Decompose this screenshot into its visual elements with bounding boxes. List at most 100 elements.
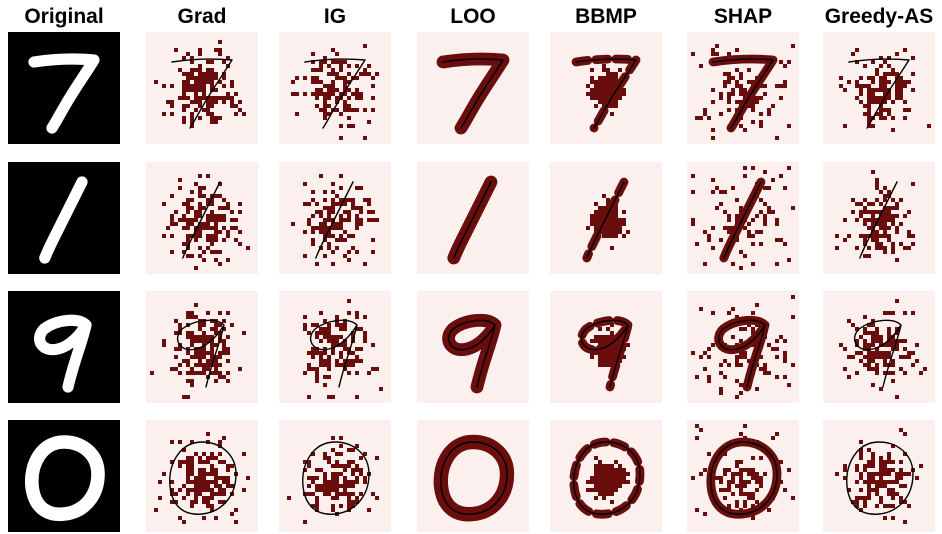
- attribution-pixel: [194, 371, 198, 375]
- attribution-pixel: [791, 44, 795, 48]
- attribution-pixel: [883, 359, 887, 363]
- attribution-pixel: [230, 484, 234, 488]
- attribution-pixel: [743, 355, 747, 359]
- grad-heatmap-9: [146, 291, 258, 403]
- attribution-pixel: [355, 311, 359, 315]
- attribution-pixel: [226, 234, 230, 238]
- attribution-pixel: [162, 343, 166, 347]
- attribution-pixel: [371, 96, 375, 100]
- attribution-pixel: [907, 246, 911, 250]
- attribution-pixel: [871, 238, 875, 242]
- attribution-map: [823, 32, 935, 144]
- attribution-pixel: [891, 339, 895, 343]
- attribution-pixel: [735, 84, 739, 88]
- column-header-loo: LOO: [450, 5, 496, 28]
- attribution-pixel: [891, 222, 895, 226]
- attribution-pixel: [875, 246, 879, 250]
- attribution-pixel: [307, 331, 311, 335]
- attribution-pixel: [707, 238, 711, 242]
- attribution-pixel: [347, 88, 351, 92]
- attribution-pixel: [867, 323, 871, 327]
- attribution-pixel: [751, 80, 755, 84]
- attribution-pixel: [311, 80, 315, 84]
- attribution-pixel: [859, 472, 863, 476]
- attribution-pixel: [847, 80, 851, 84]
- attribution-pixel: [363, 68, 367, 72]
- attribution-pixel: [319, 226, 323, 230]
- attribution-pixel: [879, 387, 883, 391]
- attribution-pixel: [859, 476, 863, 480]
- column-header-bbmp: BBMP: [575, 5, 637, 28]
- attribution-pixel: [331, 222, 335, 226]
- attribution-pixel: [723, 468, 727, 472]
- attribution-pixel: [763, 218, 767, 222]
- attribution-pixel: [222, 218, 226, 222]
- attribution-pixel: [871, 218, 875, 222]
- attribution-pixel: [895, 472, 899, 476]
- attribution-pixel: [214, 484, 218, 488]
- attribution-pixel: [210, 472, 214, 476]
- attribution-pixel: [602, 84, 606, 88]
- attribution-pixel: [210, 84, 214, 88]
- attribution-pixel: [371, 218, 375, 222]
- attribution-pixel: [331, 210, 335, 214]
- attribution-pixel: [178, 68, 182, 72]
- attribution-pixel: [727, 230, 731, 234]
- attribution-pixel: [739, 480, 743, 484]
- attribution-pixel: [206, 460, 210, 464]
- attribution-pixel: [614, 72, 618, 76]
- attribution-pixel: [218, 460, 222, 464]
- attribution-pixel: [899, 500, 903, 504]
- attribution-pixel: [835, 246, 839, 250]
- attribution-pixel: [166, 226, 170, 230]
- attribution-pixel: [867, 484, 871, 488]
- attribution-pixel: [355, 468, 359, 472]
- attribution-pixel: [739, 72, 743, 76]
- attribution-pixel: [719, 92, 723, 96]
- attribution-pixel: [222, 100, 226, 104]
- attribution-pixel: [162, 234, 166, 238]
- attribution-pixel: [887, 194, 891, 198]
- attribution-pixel: [178, 186, 182, 190]
- attribution-pixel: [891, 72, 895, 76]
- attribution-pixel: [871, 88, 875, 92]
- attribution-pixel: [202, 488, 206, 492]
- digit-image: [8, 32, 120, 144]
- attribution-pixel: [182, 108, 186, 112]
- attribution-pixel: [307, 395, 311, 399]
- attribution-pixel: [311, 242, 315, 246]
- attribution-pixel: [883, 484, 887, 488]
- attribution-pixel: [871, 202, 875, 206]
- attribution-pixel: [727, 214, 731, 218]
- attribution-pixel: [166, 100, 170, 104]
- attribution-pixel: [202, 194, 206, 198]
- attribution-pixel: [899, 96, 903, 100]
- attribution-pixel: [755, 230, 759, 234]
- attribution-pixel: [895, 492, 899, 496]
- attribution-pixel: [891, 116, 895, 120]
- attribution-pixel: [339, 343, 343, 347]
- attribution-pixel: [363, 335, 367, 339]
- attribution-pixel: [871, 464, 875, 468]
- attribution-pixel: [719, 112, 723, 116]
- attribution-pixel: [594, 80, 598, 84]
- digit-outline: [448, 319, 496, 388]
- original-digit-1: [8, 162, 120, 274]
- attribution-pixel: [891, 516, 895, 520]
- attribution-pixel: [222, 347, 226, 351]
- attribution-pixel: [735, 48, 739, 52]
- digit-outline: [859, 181, 898, 259]
- attribution-pixel: [731, 88, 735, 92]
- attribution-pixel: [767, 206, 771, 210]
- attribution-pixel: [206, 456, 210, 460]
- attribution-pixel: [723, 72, 727, 76]
- attribution-pixel: [198, 100, 202, 104]
- attribution-pixel: [875, 242, 879, 246]
- attribution-pixel: [182, 460, 186, 464]
- attribution-pixel: [606, 234, 610, 238]
- attribution-map: [146, 291, 258, 403]
- attribution-pixel: [879, 214, 883, 218]
- attribution-pixel: [871, 351, 875, 355]
- attribution-pixel: [206, 222, 210, 226]
- attribution-pixel: [614, 472, 618, 476]
